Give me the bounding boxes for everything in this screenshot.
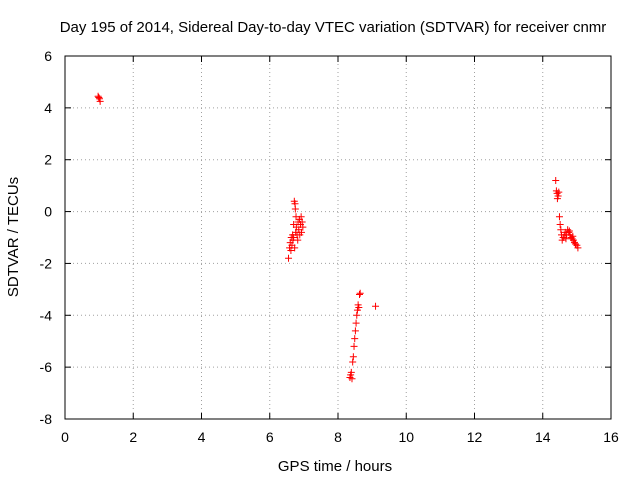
y-tick-label: -2 <box>40 255 53 271</box>
data-point-marker <box>95 93 103 101</box>
data-point-marker <box>355 304 363 312</box>
y-axis-label: SDTVAR / TECUs <box>5 177 22 297</box>
data-point-marker <box>351 335 359 343</box>
y-tick-label: 0 <box>44 204 52 220</box>
data-point-marker <box>294 236 302 244</box>
data-point-marker <box>356 289 364 297</box>
data-point-marker <box>565 227 573 235</box>
data-point-marker <box>574 244 582 252</box>
data-point-marker <box>290 234 298 241</box>
data-point-marker <box>554 192 562 200</box>
x-axis-label: GPS time / hours <box>278 458 392 475</box>
data-point-marker <box>569 232 577 240</box>
data-point-marker <box>96 97 104 105</box>
x-tick-label: 6 <box>266 429 274 445</box>
data-point-marker <box>298 218 306 226</box>
x-tick-label: 14 <box>535 429 551 445</box>
data-point-marker <box>291 205 299 213</box>
data-point-marker <box>562 235 570 243</box>
x-tick-label: 2 <box>129 429 137 445</box>
y-tick-label: -4 <box>40 307 53 323</box>
data-point-marker <box>556 221 564 229</box>
grid <box>65 56 611 419</box>
data-points <box>94 92 582 383</box>
y-tick-label: 6 <box>44 48 52 64</box>
y-tick-label: -6 <box>40 359 53 375</box>
data-point-marker <box>351 327 359 335</box>
axis-ticks: 0 2 4 6 8 10 12 14 16 -8 -6 -4 -2 0 2 4 6 <box>40 48 619 445</box>
data-point-marker <box>572 240 580 248</box>
data-point-marker <box>552 176 560 184</box>
data-point-marker <box>349 353 357 361</box>
data-point-marker <box>555 213 563 221</box>
x-tick-label: 8 <box>334 429 342 445</box>
data-point-marker <box>292 228 300 236</box>
data-point-marker <box>348 375 356 383</box>
data-point-marker <box>555 188 563 196</box>
data-point-marker <box>352 319 360 327</box>
y-tick-label: 4 <box>44 100 52 116</box>
data-point-marker <box>353 311 361 319</box>
data-point-marker <box>297 213 305 221</box>
data-point-marker <box>291 244 299 252</box>
x-tick-label: 12 <box>467 429 483 445</box>
data-point-marker <box>355 291 363 299</box>
chart-title: Day 195 of 2014, Sidereal Day-to-day VTE… <box>60 19 607 36</box>
data-point-marker <box>299 223 307 231</box>
y-tick-label: -8 <box>40 411 53 427</box>
x-tick-label: 0 <box>61 429 69 445</box>
x-tick-label: 10 <box>398 429 414 445</box>
data-point-marker <box>287 246 295 254</box>
data-point-marker <box>285 254 293 262</box>
data-point-marker <box>350 342 358 350</box>
x-tick-label: 16 <box>603 429 619 445</box>
y-tick-label: 2 <box>44 152 52 168</box>
data-point-marker <box>349 358 357 366</box>
data-point-marker <box>347 368 355 376</box>
data-point-marker <box>372 302 380 310</box>
data-point-marker <box>557 226 565 234</box>
x-tick-label: 4 <box>198 429 206 445</box>
